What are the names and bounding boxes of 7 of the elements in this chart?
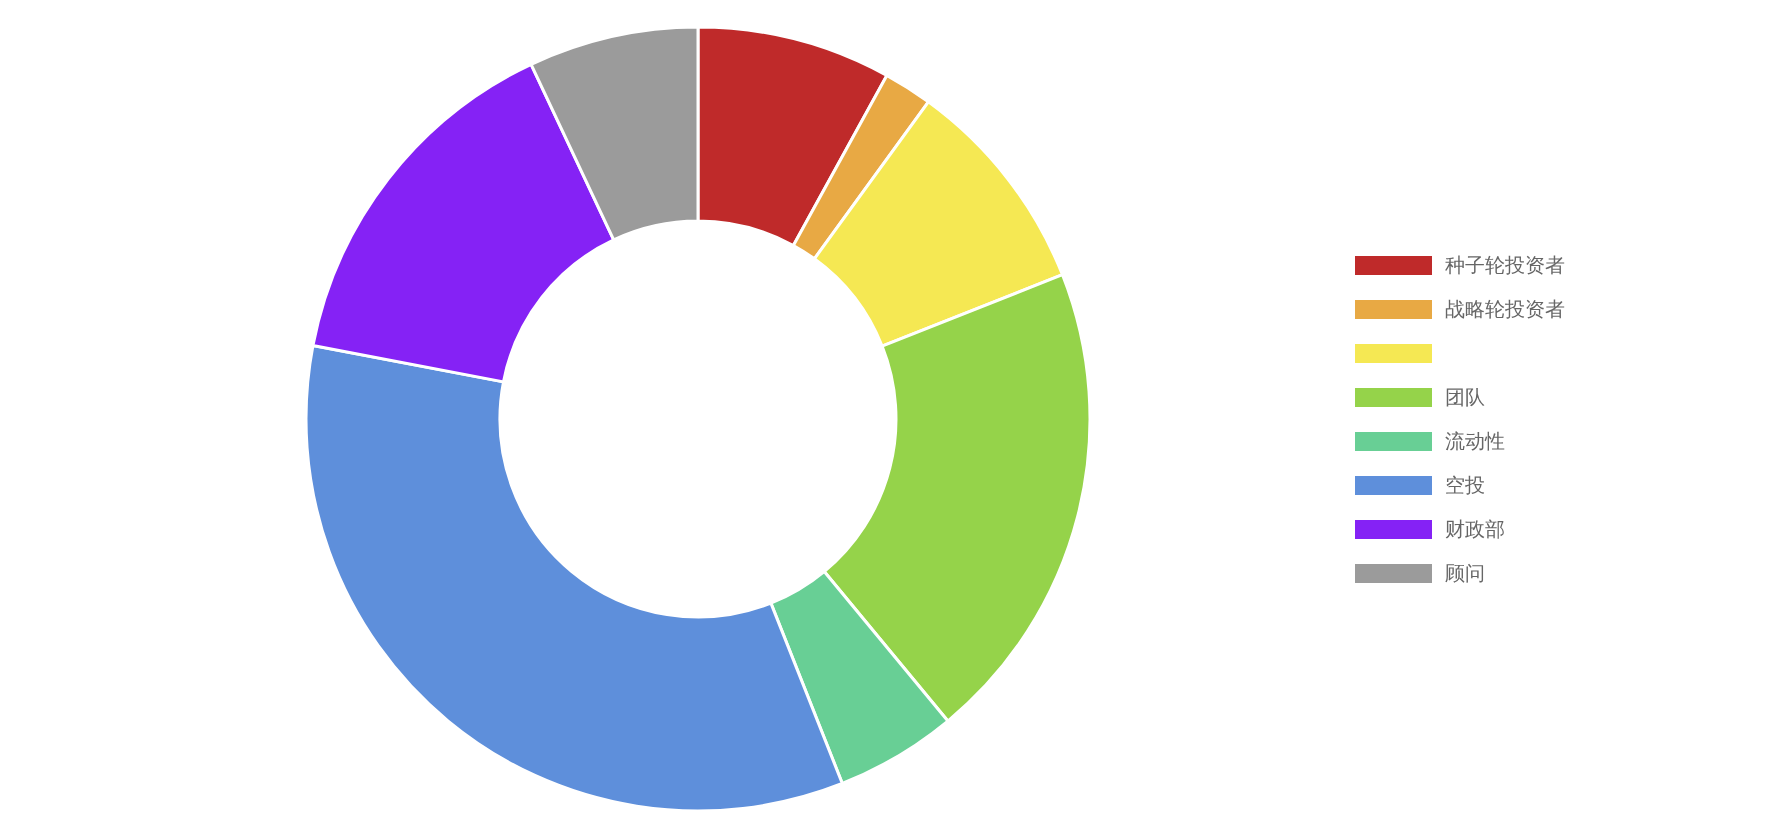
legend-label: 顾问 xyxy=(1445,561,1485,585)
legend-label: 种子轮投资者 xyxy=(1445,253,1565,277)
legend-label: 团队 xyxy=(1445,385,1485,409)
legend-label: 战略轮投资者 xyxy=(1445,297,1565,321)
legend-label: 空投 xyxy=(1445,473,1485,497)
legend-label: 财政部 xyxy=(1445,517,1505,541)
legend-label: 流动性 xyxy=(1445,429,1505,453)
